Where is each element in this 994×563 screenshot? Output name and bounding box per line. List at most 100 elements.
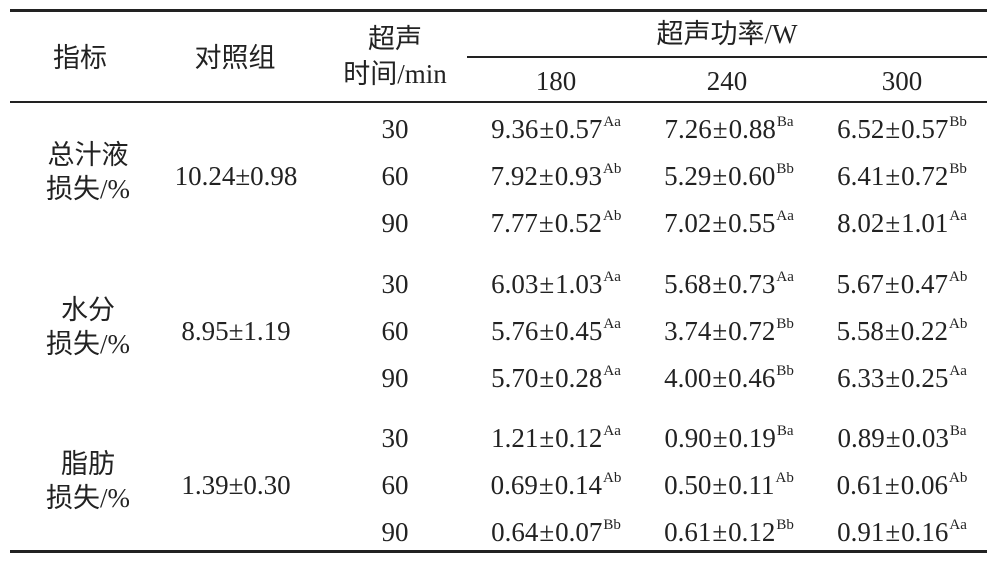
- significance-letters: Ba: [776, 114, 794, 130]
- mean-value: 9.36: [491, 114, 539, 144]
- plus-minus-sign: ±: [538, 208, 554, 238]
- plus-minus-sign: ±: [538, 161, 554, 191]
- plus-minus-sign: ±: [712, 517, 728, 547]
- significance-letters: Aa: [776, 269, 794, 285]
- significance-letters: Ab: [948, 470, 968, 486]
- top-rule: [10, 9, 987, 12]
- header-power: 超声功率/W: [656, 19, 798, 49]
- significance-letters: Aa: [776, 208, 794, 224]
- sd-value: 0.03: [901, 423, 949, 453]
- time-cell: 60: [381, 161, 409, 191]
- value-cell: 7.92±0.93Ab: [491, 160, 622, 197]
- sd-value: 0.47: [900, 269, 948, 299]
- plus-minus-sign: ±: [712, 114, 728, 144]
- plus-minus-sign: ±: [885, 423, 901, 453]
- sd-value: 0.57: [555, 114, 603, 144]
- sd-value: 0.93: [554, 161, 602, 191]
- power-underline-rule: [467, 56, 987, 58]
- sd-value: 0.06: [900, 470, 948, 500]
- mean-value: 6.03: [491, 269, 539, 299]
- bottom-rule: [10, 550, 987, 553]
- significance-letters: Ba: [949, 423, 967, 439]
- significance-letters: Ab: [602, 208, 622, 224]
- value-cell: 0.89±0.03Ba: [838, 422, 967, 459]
- value-cell: 0.61±0.12Bb: [664, 516, 794, 553]
- value-cell: 6.33±0.25Aa: [837, 362, 967, 399]
- plus-minus-sign: ±: [712, 161, 728, 191]
- time-cell: 30: [381, 269, 409, 299]
- sd-value: 0.57: [901, 114, 949, 144]
- mean-value: 7.26: [664, 114, 712, 144]
- sd-value: 0.12: [555, 423, 603, 453]
- sd-value: 0.12: [728, 517, 776, 547]
- mean-value: 6.33: [837, 363, 885, 393]
- mean-value: 5.58: [836, 316, 884, 346]
- sd-value: 0.07: [555, 517, 603, 547]
- mean-value: 3.74: [664, 316, 712, 346]
- header-indicator: 指标: [53, 43, 107, 73]
- significance-letters: Aa: [949, 208, 967, 224]
- significance-letters: Bb: [949, 161, 967, 177]
- control-value: 1.39±0.30: [181, 470, 291, 500]
- mean-value: 0.64: [491, 517, 539, 547]
- plus-minus-sign: ±: [885, 208, 901, 238]
- header-power-300: 300: [881, 66, 923, 96]
- sd-value: 0.45: [555, 316, 603, 346]
- sd-value: 0.11: [728, 470, 775, 500]
- sd-value: 0.25: [901, 363, 949, 393]
- value-cell: 5.68±0.73Aa: [664, 268, 794, 305]
- significance-letters: Ab: [948, 316, 968, 332]
- mean-value: 0.91: [837, 517, 885, 547]
- plus-minus-sign: ±: [712, 208, 728, 238]
- value-cell: 0.91±0.16Aa: [837, 516, 967, 553]
- sd-value: 0.88: [728, 114, 776, 144]
- value-cell: 0.90±0.19Ba: [665, 422, 794, 459]
- value-cell: 5.67±0.47Ab: [837, 268, 968, 305]
- significance-letters: Aa: [603, 423, 621, 439]
- mean-value: 7.02: [664, 208, 712, 238]
- mean-value: 0.89: [837, 423, 885, 453]
- sd-value: 0.55: [728, 208, 776, 238]
- value-cell: 7.77±0.52Ab: [491, 207, 622, 244]
- mean-value: 8.02: [837, 208, 885, 238]
- sd-value: 0.72: [901, 161, 949, 191]
- time-cell: 30: [381, 423, 409, 453]
- value-cell: 6.41±0.72Bb: [837, 160, 967, 197]
- group-label-line1: 总汁液: [47, 140, 129, 170]
- value-cell: 1.21±0.12Aa: [491, 422, 621, 459]
- value-cell: 9.36±0.57Aa: [491, 113, 621, 150]
- value-cell: 0.50±0.11Ab: [664, 469, 794, 506]
- time-cell: 60: [381, 470, 409, 500]
- sd-value: 0.19: [728, 423, 776, 453]
- plus-minus-sign: ±: [884, 316, 900, 346]
- sd-value: 0.52: [554, 208, 602, 238]
- plus-minus-sign: ±: [712, 423, 728, 453]
- time-cell: 90: [381, 517, 409, 547]
- significance-letters: Aa: [603, 269, 621, 285]
- mean-value: 5.29: [664, 161, 712, 191]
- value-cell: 5.58±0.22Ab: [837, 315, 968, 352]
- mean-value: 5.67: [836, 269, 884, 299]
- group-label-line1: 脂肪: [61, 449, 115, 479]
- sd-value: 0.22: [900, 316, 948, 346]
- control-value: 8.95±1.19: [181, 316, 291, 346]
- mean-value: 7.77: [490, 208, 538, 238]
- plus-minus-sign: ±: [539, 316, 555, 346]
- group-label-line1: 水分: [61, 295, 115, 325]
- plus-minus-sign: ±: [712, 316, 728, 346]
- value-cell: 7.26±0.88Ba: [665, 113, 794, 150]
- mean-value: 7.92: [490, 161, 538, 191]
- group-label-line2: 损失/%: [46, 483, 130, 513]
- value-cell: 0.64±0.07Bb: [491, 516, 621, 553]
- significance-letters: Aa: [603, 316, 621, 332]
- mean-value: 5.70: [491, 363, 539, 393]
- significance-letters: Aa: [603, 114, 621, 130]
- significance-letters: Aa: [949, 517, 967, 533]
- control-value: 10.24±0.98: [174, 161, 298, 191]
- value-cell: 4.00±0.46Bb: [664, 362, 794, 399]
- significance-letters: Ab: [602, 161, 622, 177]
- significance-letters: Bb: [949, 114, 967, 130]
- header-time-line1: 超声: [368, 24, 422, 54]
- value-cell: 6.03±1.03Aa: [491, 268, 621, 305]
- significance-letters: Bb: [776, 517, 794, 533]
